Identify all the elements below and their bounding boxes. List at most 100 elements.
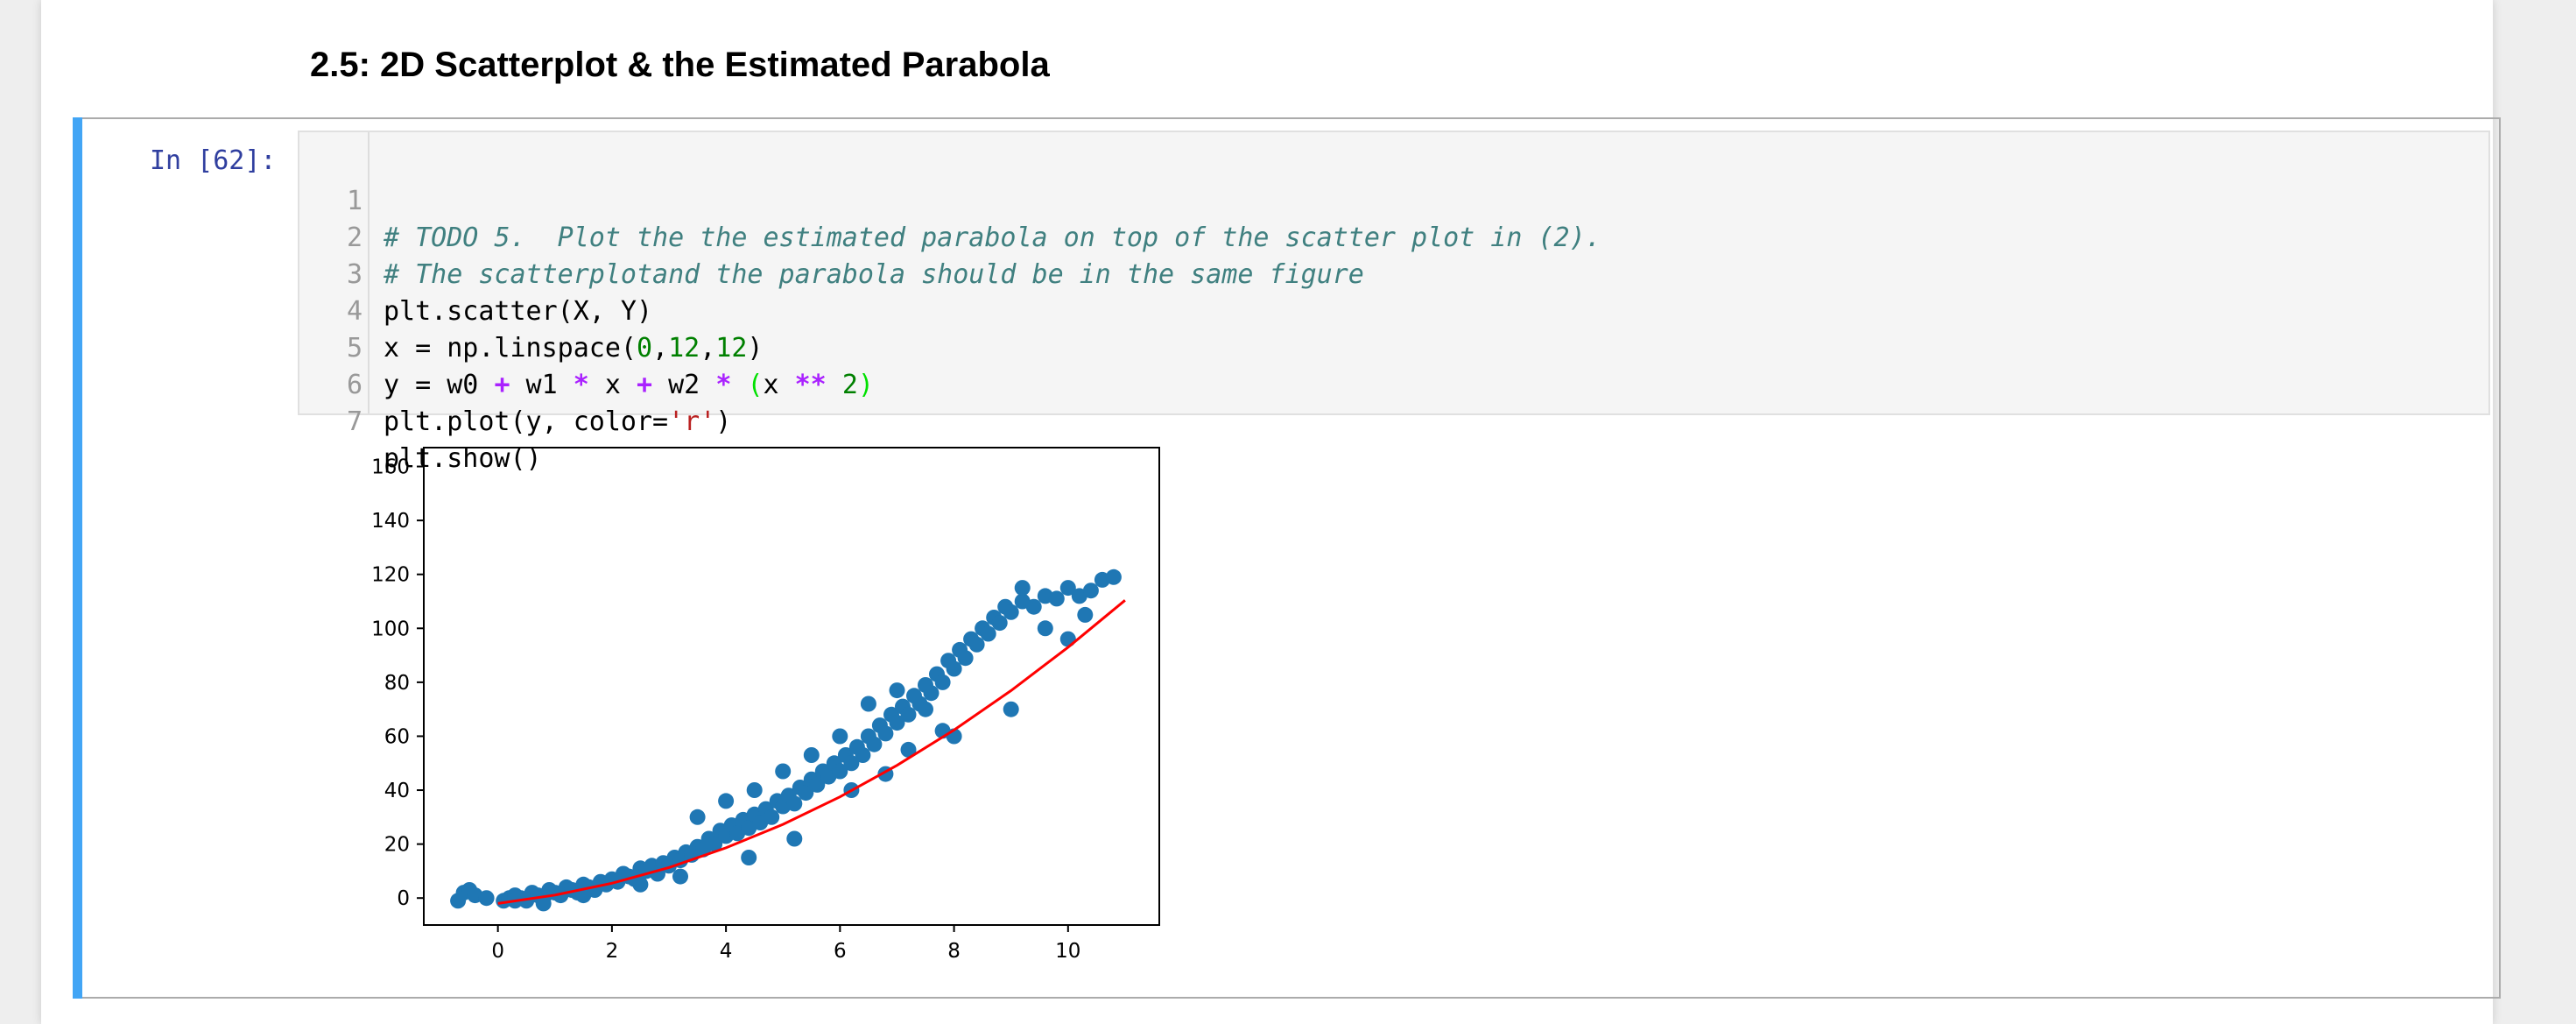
scatter-point [918,701,933,717]
scatter-point [946,660,962,677]
scatter-point [877,725,894,742]
code-token: y = w0 [384,370,495,400]
code-line[interactable]: 3 plt.scatter(X, Y) [299,220,2488,327]
scatter-point [575,887,592,904]
code-token: ) [747,333,764,364]
x-tick-label: 0 [491,940,504,963]
scatter-point [832,728,848,745]
x-tick-label: 10 [1055,940,1080,963]
scatter-point [632,876,649,893]
scatter-point [718,793,735,809]
code-line[interactable]: 1 # TODO 5. Plot the the estimated parab… [299,146,2488,253]
code-token: , [700,333,716,364]
scatter-point [1059,631,1076,647]
code-token: x [588,370,637,400]
scatter-point [1025,598,1042,615]
scatter-point [775,763,792,780]
code-token: plt.plot(y, color= [384,406,669,437]
scatter-point [866,736,883,752]
code-token: x = np.linspace( [384,333,637,364]
scatter-point [1003,604,1019,620]
code-line[interactable]: 6 plt.plot(y, color='r') [299,330,2488,437]
x-tick-label: 6 [834,940,847,963]
code-operator: * [573,370,589,400]
code-operator: + [637,370,653,400]
code-number: 2 [841,370,858,400]
y-tick-label: 60 [384,725,410,748]
scatter-point [786,795,803,812]
scatter-point [889,715,905,731]
scatter-point [1082,583,1099,599]
scatter-point [1059,580,1076,597]
scatter-point [1014,580,1031,597]
scatter-point [672,868,688,885]
code-text: plt.scatter(X, Y) [384,296,653,327]
scatter-point [803,747,820,763]
scatter-point [1048,590,1065,607]
scatter-point [535,895,552,912]
x-tick-label: 2 [606,940,619,963]
scatter-point [689,809,706,825]
line-number: 3 [346,259,362,290]
scatter-point [855,747,871,763]
section-heading: 2.5: 2D Scatterplot & the Estimated Para… [310,46,1050,84]
code-token: w2 [652,370,716,400]
selected-cell-indicator [73,117,82,999]
parabola-line [497,599,1126,905]
scatter-point [741,850,757,865]
code-line[interactable]: 5 y = w0 + w1 * x + w2 * (x ** 2) [299,293,2488,400]
y-tick-label: 40 [384,780,410,802]
code-number: 12 [715,333,748,364]
line-number: 1 [346,186,362,216]
code-token: , [652,333,669,364]
line-number: 6 [346,370,362,400]
axes-frame [423,447,1160,926]
code-text: y = w0 + w1 * x + w2 * (x ** 2) [384,367,874,404]
scatter-point [1003,701,1019,717]
code-line[interactable]: 7 plt.show() [299,367,2488,474]
y-tick-label: 0 [397,887,410,910]
scatter-point [832,763,848,780]
scatter-point [957,650,974,667]
scatter-point [1037,620,1053,637]
line-number: 5 [346,333,362,364]
scatter-point [764,809,780,825]
code-token: x [763,370,795,400]
scatter-point [1105,568,1122,585]
line-number: 7 [346,406,362,437]
scatter-point [746,782,763,798]
scatter-point [934,674,951,690]
scatter-point [786,830,803,847]
y-tick-label: 20 [384,834,410,857]
code-token: ) [715,406,732,437]
scatter-point [478,890,495,907]
y-tick-label: 160 [371,456,410,479]
line-number-gutter [299,132,370,413]
scatter-point [980,625,996,642]
code-line[interactable]: 2 # The scatterplotand the parabola shou… [299,183,2488,290]
plot-marks [450,568,1126,912]
y-tick-label: 120 [371,564,410,587]
scatter-point [900,741,917,758]
code-comment: # The scatterplotand the parabola should… [384,259,1364,290]
scatter-point [991,615,1008,632]
scatter-point [860,696,876,712]
code-operator: * [715,370,732,400]
y-tick-label: 80 [384,672,410,695]
code-text: plt.plot(y, color='r') [384,404,731,441]
code-paren: ) [857,370,874,400]
code-editor[interactable]: 1 # TODO 5. Plot the the estimated parab… [298,131,2490,474]
line-number: 2 [346,222,362,253]
code-line[interactable]: 4 x = np.linspace(0,12,12) [299,257,2488,364]
code-token: w1 [510,370,574,400]
code-operator: ** [794,370,827,400]
notebook-page: 2.5: 2D Scatterplot & the Estimated Para… [41,0,2501,1024]
x-tick-label: 8 [947,940,961,963]
code-paren: ( [747,370,764,400]
scatter-point [900,706,917,723]
code-number: 0 [636,333,653,364]
y-tick-label: 100 [371,618,410,640]
scatter-point [889,682,905,699]
code-number: 12 [668,333,700,364]
